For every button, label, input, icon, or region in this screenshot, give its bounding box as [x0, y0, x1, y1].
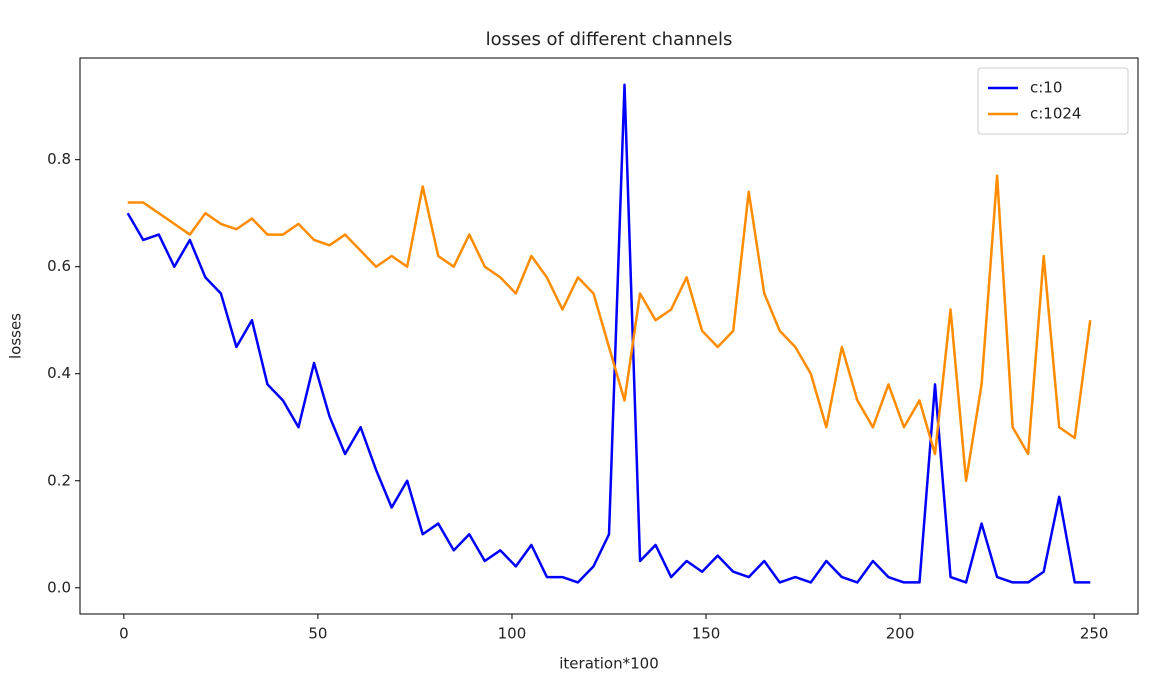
- y-tick-label: 0.2: [47, 471, 71, 489]
- line-series: [127, 174, 1092, 482]
- y-tick-label: 0.8: [47, 150, 71, 168]
- y-tick-label: 0.4: [47, 364, 71, 382]
- x-tick-label: 50: [308, 625, 327, 643]
- line-series: [126, 83, 1091, 584]
- legend-label: c:1024: [1030, 105, 1081, 123]
- y-tick-label: 0.0: [47, 578, 71, 596]
- legend-label: c:10: [1030, 79, 1062, 97]
- y-axis-label: losses: [7, 313, 25, 359]
- x-tick-label: 250: [1080, 625, 1109, 643]
- plot-frame: [79, 57, 1139, 615]
- x-tick-label: 100: [498, 625, 527, 643]
- x-axis-label: iteration*100: [559, 655, 659, 673]
- y-tick-label: 0.6: [47, 257, 71, 275]
- x-tick-label: 200: [886, 625, 915, 643]
- x-tick-label: 0: [119, 625, 129, 643]
- chart-title: losses of different channels: [486, 29, 733, 50]
- x-tick-label: 150: [692, 625, 721, 643]
- legend-box: [977, 67, 1129, 135]
